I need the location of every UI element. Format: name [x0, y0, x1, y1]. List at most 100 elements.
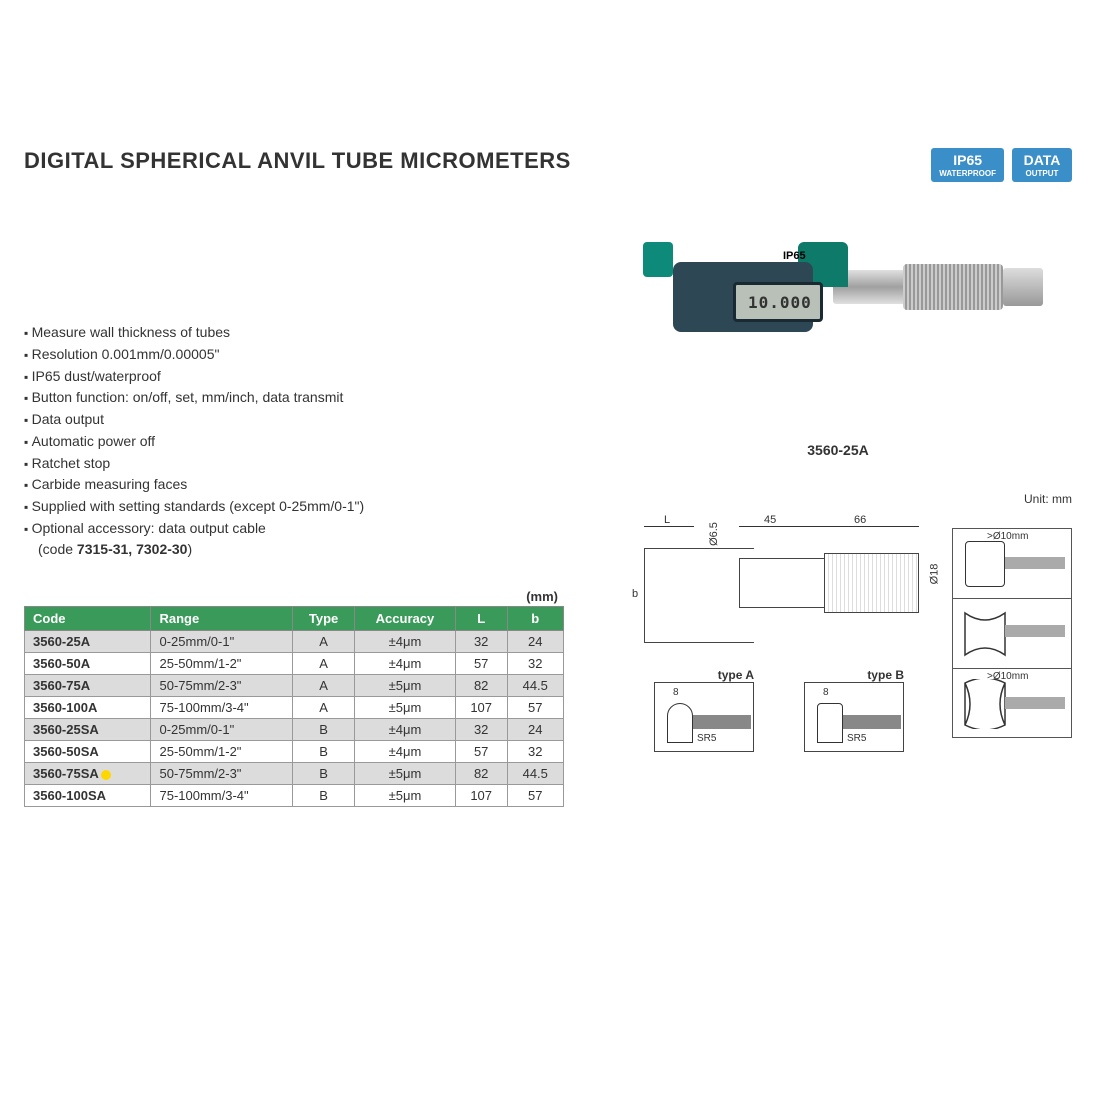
feature-list: Measure wall thickness of tubes Resoluti… [24, 322, 564, 561]
col-b: b [507, 606, 564, 630]
feature-item: Automatic power off [24, 431, 564, 453]
cell-type: A [293, 696, 355, 718]
cell-L: 82 [455, 762, 507, 784]
cell-b: 57 [507, 784, 564, 806]
table-row: 3560-50SA25-50mm/1-2"B±4μm5732 [25, 740, 564, 762]
feature-item: Button function: on/off, set, mm/inch, d… [24, 387, 564, 409]
tube-cross-section-diagram: >Ø10mm >Ø10mm [952, 528, 1072, 738]
type-b-diagram: type B 8 SR5 [804, 668, 914, 752]
spindle-b-icon [843, 715, 901, 729]
type-diagrams: type A 8 SR5 type B 8 [654, 668, 914, 752]
cell-code: 3560-75SA [25, 762, 151, 784]
cell-L: 57 [455, 652, 507, 674]
table-row: 3560-75A50-75mm/2-3"A±5μm8244.5 [25, 674, 564, 696]
frame-outline-icon [644, 548, 754, 643]
cell-accuracy: ±5μm [355, 696, 456, 718]
cell-type: B [293, 740, 355, 762]
cell-range: 25-50mm/1-2" [151, 652, 293, 674]
anvil-b-icon [817, 703, 843, 743]
cell-range: 0-25mm/0-1" [151, 630, 293, 652]
col-range: Range [151, 606, 293, 630]
badges: IP65 WATERPROOF DATA OUTPUT [931, 148, 1072, 182]
highlight-dot-icon [101, 770, 111, 780]
cell-type: A [293, 630, 355, 652]
technical-diagram: Unit: mm L Ø6.5 45 66 Ø18 b [604, 508, 1072, 788]
table-row: 3560-50A25-50mm/1-2"A±4μm5732 [25, 652, 564, 674]
spec-table: Code Range Type Accuracy L b 3560-25A0-2… [24, 606, 564, 807]
ratchet-icon [1003, 268, 1043, 306]
cell-accuracy: ±4μm [355, 718, 456, 740]
curved-tube-icon [961, 609, 1009, 659]
concave-tube-icon [961, 679, 1009, 729]
badge-data-output: DATA OUTPUT [1012, 148, 1072, 182]
feature-item: Carbide measuring faces [24, 474, 564, 496]
cell-accuracy: ±4μm [355, 630, 456, 652]
cell-code: 3560-25A [25, 630, 151, 652]
col-accuracy: Accuracy [355, 606, 456, 630]
cell-accuracy: ±4μm [355, 652, 456, 674]
cell-accuracy: ±5μm [355, 762, 456, 784]
ip65-label: IP65 [783, 250, 806, 262]
table-row: 3560-100SA75-100mm/3-4"B±5μm10757 [25, 784, 564, 806]
feature-item: IP65 dust/waterproof [24, 366, 564, 388]
cell-code: 3560-25SA [25, 718, 151, 740]
table-row: 3560-100A75-100mm/3-4"A±5μm10757 [25, 696, 564, 718]
table-unit: (mm) [24, 589, 564, 604]
cell-L: 32 [455, 630, 507, 652]
cell-code: 3560-75A [25, 674, 151, 696]
page-title: DIGITAL SPHERICAL ANVIL TUBE MICROMETERS [24, 148, 571, 174]
cell-L: 82 [455, 674, 507, 696]
cell-range: 50-75mm/2-3" [151, 674, 293, 696]
cell-b: 32 [507, 740, 564, 762]
thimble-icon [903, 264, 1003, 310]
feature-item: Measure wall thickness of tubes [24, 322, 564, 344]
cell-L: 32 [455, 718, 507, 740]
cell-b: 57 [507, 696, 564, 718]
cell-range: 0-25mm/0-1" [151, 718, 293, 740]
spindle-a-icon [693, 715, 751, 729]
cell-accuracy: ±4μm [355, 740, 456, 762]
feature-item: Data output [24, 409, 564, 431]
cell-L: 107 [455, 696, 507, 718]
table-row: 3560-25A0-25mm/0-1"A±4μm3224 [25, 630, 564, 652]
cell-L: 57 [455, 740, 507, 762]
cell-code: 3560-100A [25, 696, 151, 718]
main-dimension-diagram: L Ø6.5 45 66 Ø18 b [644, 518, 924, 648]
col-type: Type [293, 606, 355, 630]
cell-code: 3560-50A [25, 652, 151, 674]
header: DIGITAL SPHERICAL ANVIL TUBE MICROMETERS… [24, 148, 1072, 182]
cell-code: 3560-100SA [25, 784, 151, 806]
cell-range: 75-100mm/3-4" [151, 784, 293, 806]
probe-icon [1005, 625, 1065, 637]
cell-code: 3560-50SA [25, 740, 151, 762]
cell-range: 75-100mm/3-4" [151, 696, 293, 718]
col-L: L [455, 606, 507, 630]
cell-b: 44.5 [507, 762, 564, 784]
cell-type: B [293, 718, 355, 740]
cell-type: B [293, 762, 355, 784]
col-code: Code [25, 606, 151, 630]
cell-accuracy: ±5μm [355, 784, 456, 806]
cell-range: 25-50mm/1-2" [151, 740, 293, 762]
type-a-diagram: type A 8 SR5 [654, 668, 764, 752]
feature-item: Resolution 0.001mm/0.00005" [24, 344, 564, 366]
feature-item: Ratchet stop [24, 453, 564, 475]
table-row: 3560-25SA0-25mm/0-1"B±4μm3224 [25, 718, 564, 740]
lcd-display-icon [733, 282, 823, 322]
photo-caption: 3560-25A [604, 442, 1072, 458]
diagram-unit: Unit: mm [1024, 492, 1072, 506]
product-photo: IP65 [623, 232, 1053, 432]
cell-type: A [293, 674, 355, 696]
cell-b: 24 [507, 718, 564, 740]
tube-icon [965, 541, 1005, 587]
anvil-icon [643, 242, 673, 277]
cell-L: 107 [455, 784, 507, 806]
cell-type: B [293, 784, 355, 806]
probe-icon [1005, 697, 1065, 709]
thimble-outline-icon [824, 553, 919, 613]
cell-accuracy: ±5μm [355, 674, 456, 696]
cell-range: 50-75mm/2-3" [151, 762, 293, 784]
cell-b: 24 [507, 630, 564, 652]
spec-table-wrap: (mm) Code Range Type Accuracy L b 3560-2… [24, 589, 564, 807]
feature-item: Supplied with setting standards (except … [24, 496, 564, 518]
